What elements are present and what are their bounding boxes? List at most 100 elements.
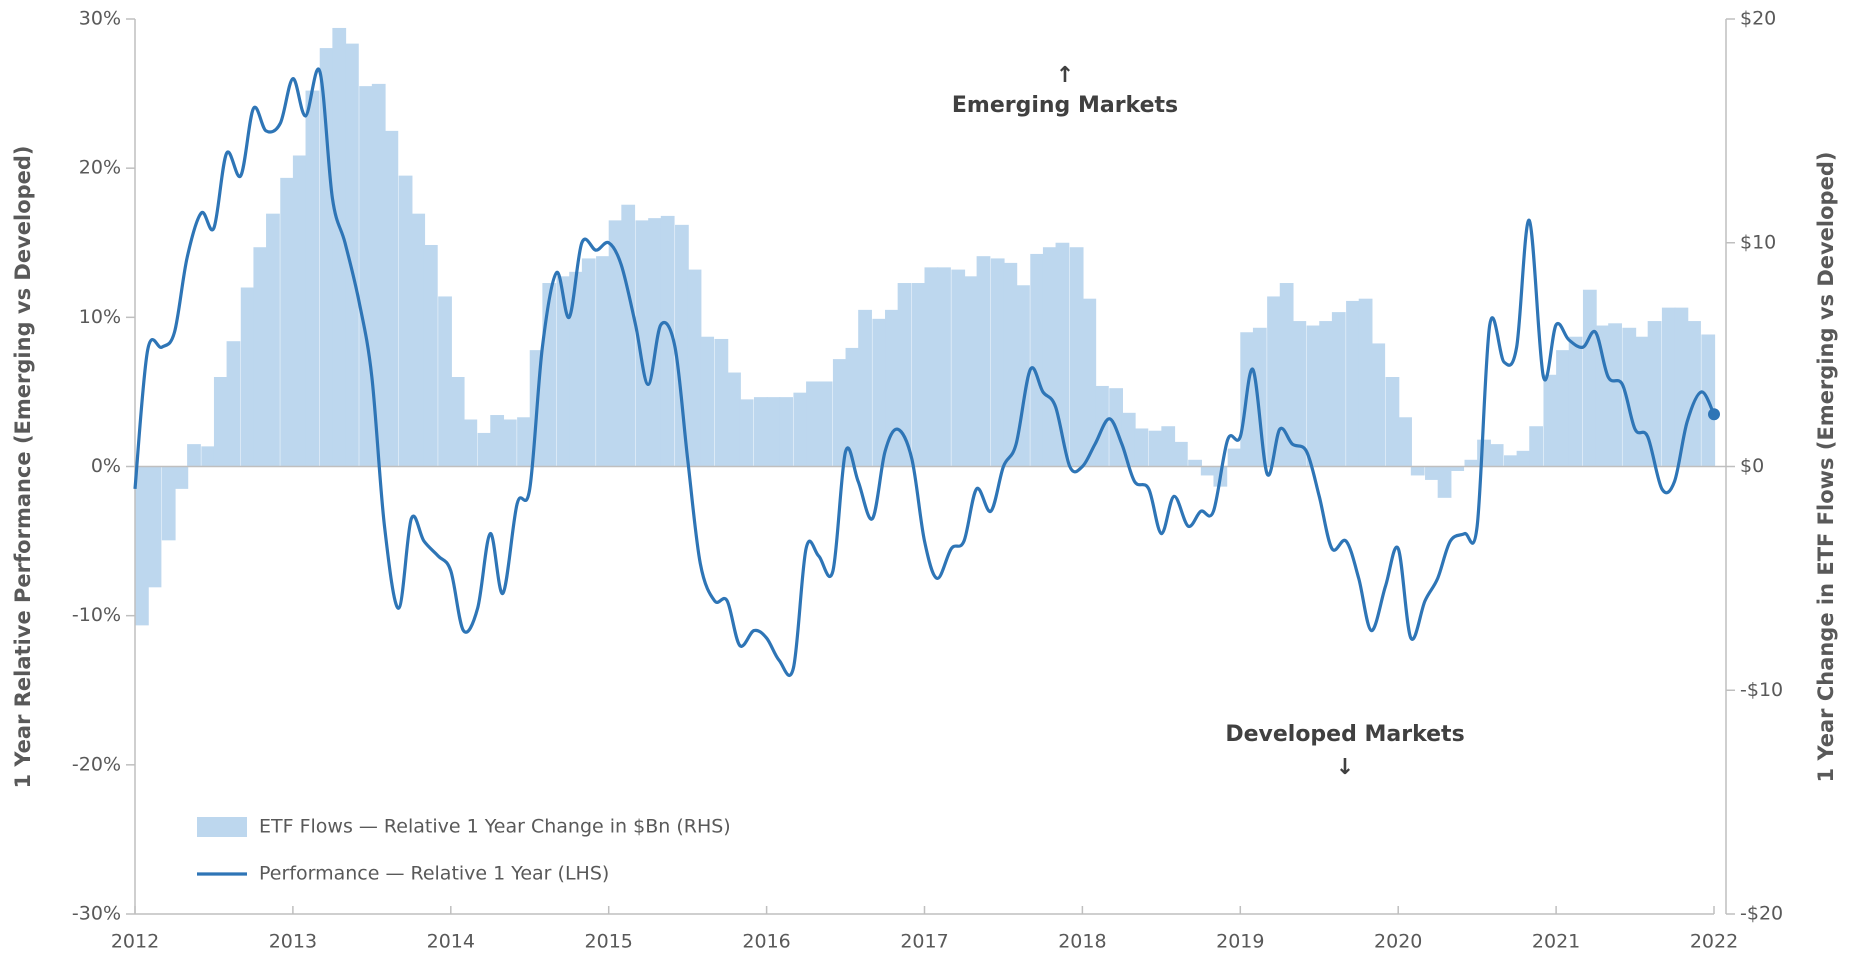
bar	[1227, 448, 1242, 467]
bars	[135, 27, 1716, 626]
bar	[1622, 327, 1637, 467]
annotation: ↓	[1336, 755, 1354, 780]
bar	[621, 204, 636, 467]
bar	[1030, 253, 1045, 467]
bar	[1437, 466, 1452, 498]
bar	[885, 309, 899, 467]
bar	[911, 283, 926, 467]
bar	[806, 381, 820, 467]
bar	[1161, 426, 1176, 467]
bar	[675, 224, 689, 467]
bar	[266, 213, 280, 467]
bar	[687, 269, 702, 467]
x-tick-label: 2020	[1374, 931, 1422, 953]
bar	[739, 399, 754, 467]
bar	[187, 444, 201, 467]
bar	[1121, 412, 1136, 467]
bar	[332, 27, 347, 467]
bar	[937, 267, 951, 467]
bar	[450, 377, 465, 467]
bar	[793, 392, 808, 467]
bar	[976, 256, 991, 467]
end-dot	[1708, 408, 1720, 421]
annotation: ↑	[1056, 63, 1074, 88]
bar	[1529, 426, 1544, 467]
x-tick-label: 2014	[427, 931, 475, 953]
bar	[581, 258, 596, 467]
bar	[423, 244, 438, 467]
bar	[714, 338, 729, 467]
bar	[1042, 247, 1057, 467]
bar	[766, 397, 781, 467]
bar	[1608, 323, 1622, 467]
bar	[1306, 325, 1321, 467]
y-tick-label: -30%	[72, 903, 121, 925]
bar	[490, 415, 505, 467]
bar	[174, 466, 189, 489]
bar	[1489, 444, 1504, 467]
y2-tick-label: -$20	[1740, 903, 1783, 925]
legend-label: Performance — Relative 1 Year (LHS)	[259, 863, 609, 885]
annotation: Emerging Markets	[952, 93, 1178, 118]
bar	[1635, 336, 1649, 467]
x-tick-label: 2022	[1690, 931, 1738, 953]
bar	[1503, 455, 1518, 467]
bar	[990, 258, 1005, 467]
bar	[608, 220, 623, 467]
bar	[359, 86, 373, 467]
bar	[1134, 428, 1149, 467]
bar	[635, 220, 650, 467]
axes	[126, 18, 1735, 915]
bar	[226, 341, 241, 467]
y-tick-label: 20%	[79, 157, 121, 179]
bar	[502, 419, 517, 467]
x-tick-label: 2019	[1216, 931, 1264, 953]
bar	[384, 130, 399, 467]
bar	[1385, 377, 1400, 467]
bar	[1331, 312, 1346, 467]
x-tick-label: 2021	[1532, 931, 1580, 953]
bar	[951, 269, 966, 467]
bar	[463, 419, 478, 467]
bar	[1188, 459, 1202, 467]
bar	[280, 177, 295, 467]
bar	[438, 296, 452, 467]
bar	[213, 377, 228, 467]
bar	[963, 276, 978, 467]
y-tick-label: 0%	[91, 455, 121, 477]
bar	[1477, 439, 1491, 467]
bar	[727, 372, 741, 467]
bar	[305, 90, 320, 467]
bar	[345, 43, 359, 467]
bar	[1003, 262, 1018, 467]
bar	[411, 213, 426, 467]
x-tick-label: 2016	[742, 931, 790, 953]
bar	[1055, 242, 1070, 467]
bar	[924, 267, 939, 467]
bar	[872, 318, 887, 467]
bar	[897, 283, 912, 467]
bar	[292, 155, 307, 467]
y-axis-title: 1 Year Relative Performance (Emerging vs…	[11, 145, 35, 788]
bar	[1647, 321, 1662, 467]
bar	[1410, 466, 1425, 476]
bar	[818, 381, 833, 467]
bar	[845, 347, 860, 467]
bar	[1687, 321, 1701, 467]
y2-tick-label: $20	[1740, 8, 1776, 30]
x-tick-label: 2018	[1058, 931, 1106, 953]
bar	[371, 83, 386, 467]
bar	[161, 466, 176, 541]
bar	[1148, 430, 1163, 467]
bar	[1069, 247, 1084, 467]
bar	[253, 247, 268, 467]
bar	[1568, 336, 1583, 467]
bar	[1200, 466, 1215, 476]
y-tick-label: 10%	[79, 306, 121, 328]
legend-swatch	[197, 817, 247, 837]
bar	[1661, 307, 1676, 467]
y-tick-label: -10%	[72, 604, 121, 626]
bar	[1464, 459, 1479, 467]
x-tick-label: 2017	[900, 931, 948, 953]
